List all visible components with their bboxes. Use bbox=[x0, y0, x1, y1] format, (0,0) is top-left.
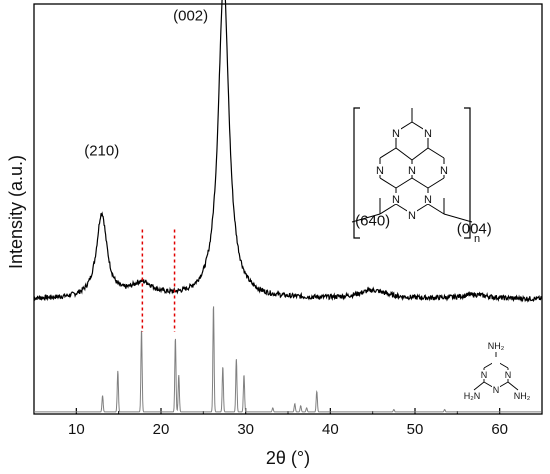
series-cn-line bbox=[33, 0, 543, 303]
x-tick-label: 10 bbox=[68, 421, 85, 438]
peak-annotations: (210) (002) (640) (004) bbox=[84, 7, 492, 237]
n-atom: N bbox=[424, 128, 432, 140]
heptazine-structure: n bbox=[351, 107, 480, 245]
amine-top: NH₂ bbox=[488, 341, 505, 351]
peak-label: (004) bbox=[457, 221, 492, 238]
bracket-right bbox=[464, 107, 471, 239]
n-atom: N bbox=[376, 165, 384, 177]
peak-label: (002) bbox=[173, 7, 208, 24]
x-axis-label: 2θ (°) bbox=[266, 448, 310, 468]
polymer-n-label: n bbox=[474, 233, 480, 245]
n-atom: N bbox=[392, 194, 400, 206]
bracket-left bbox=[353, 107, 360, 239]
n-atom: N bbox=[424, 194, 432, 206]
n-atom: N bbox=[505, 370, 512, 380]
peak-label: (640) bbox=[355, 212, 390, 229]
peak-label: (210) bbox=[84, 143, 119, 160]
n-atom: N bbox=[392, 128, 400, 140]
x-axis-ticks: 10 20 30 40 50 60 bbox=[33, 408, 543, 438]
n-atom: N bbox=[408, 210, 416, 222]
melamine-structure: N N N NH₂ H₂N NH₂ bbox=[464, 341, 531, 401]
y-axis-label: Intensity (a.u.) bbox=[6, 155, 26, 269]
x-tick-label: 30 bbox=[237, 421, 254, 438]
plot-frame bbox=[33, 3, 543, 415]
x-tick-label: 50 bbox=[407, 421, 424, 438]
n-atom: N bbox=[493, 385, 500, 395]
series-group bbox=[33, 0, 543, 413]
amine-left: H₂N bbox=[464, 391, 481, 401]
amine-right: NH₂ bbox=[514, 391, 531, 401]
x-tick-label: 20 bbox=[153, 421, 170, 438]
x-tick-label: 60 bbox=[491, 421, 508, 438]
n-atom: N bbox=[408, 165, 416, 177]
n-atom: N bbox=[481, 370, 488, 380]
dashed-markers bbox=[141, 229, 176, 332]
x-tick-label: 40 bbox=[322, 421, 339, 438]
n-atom: N bbox=[440, 165, 448, 177]
heptazine-n-atoms: N N N N N N N N bbox=[375, 127, 449, 222]
series-melamine-line bbox=[34, 306, 542, 413]
